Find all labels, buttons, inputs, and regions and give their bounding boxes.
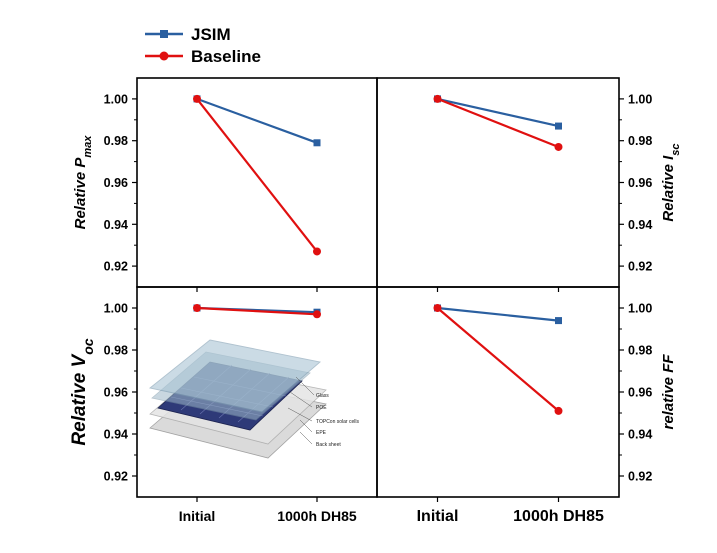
x-tick-label: Initial: [417, 508, 459, 525]
y-tick-label: 0.98: [104, 344, 128, 358]
y-tick-label: 0.96: [628, 386, 652, 400]
data-point: [193, 94, 201, 103]
data-point: [555, 317, 562, 325]
data-point: [313, 247, 321, 256]
series-line: [196, 97, 318, 144]
y-axis-label: Relative Isc: [660, 143, 682, 221]
data-point: [313, 310, 321, 319]
y-tick-label: 0.98: [628, 344, 652, 358]
legend-label-baseline: Baseline: [191, 47, 261, 66]
inset-label-glass: Glass: [316, 393, 329, 399]
y-axis-label: relative FF: [660, 354, 677, 430]
data-point: [554, 142, 563, 151]
series-jsim: [193, 95, 321, 147]
x-tick-label: Initial: [179, 508, 216, 524]
x-tick-label: 1000h DH85: [277, 508, 357, 524]
data-point: [313, 139, 321, 147]
panel-frame: [136, 77, 378, 288]
series-line: [436, 307, 560, 412]
legend-label-jsim: JSIM: [191, 25, 231, 44]
series-line: [437, 97, 559, 128]
panel-top-left: 0.92 0.94 0.96 0.98 1.00 Relative Pmax: [72, 77, 378, 292]
y-tick-label: 0.94: [628, 218, 652, 232]
y-tick-label: 0.92: [628, 260, 652, 274]
panel-bottom-right: 0.92 0.94 0.96 0.98 1.00 Initial 1000h DH85 rel…: [376, 286, 677, 525]
panel-bottom-left: 0.92 0.94 0.96 0.98 1.00 Initial 1000h DH85 Rel…: [69, 286, 378, 524]
y-tick-label: 0.92: [104, 470, 128, 484]
series-baseline: [433, 94, 563, 151]
y-tick-label: 0.94: [104, 428, 128, 442]
series-line: [196, 98, 318, 253]
layer-glass: [148, 339, 321, 413]
inset-label-cells: TOPCon solar cells: [316, 419, 359, 425]
y-tick-label: 0.94: [628, 428, 652, 442]
series-line: [437, 306, 559, 322]
data-point: [193, 304, 201, 312]
series-baseline: [193, 304, 321, 319]
y-tick-label: 1.00: [104, 302, 128, 316]
panel-frame: [376, 286, 620, 498]
y-tick-label: 0.96: [104, 386, 128, 400]
inset-label-back-sheet: Back sheet: [316, 442, 341, 448]
data-point: [433, 304, 442, 312]
y-axis-label: Relative Voc: [69, 338, 96, 445]
y-tick-label: 0.92: [628, 470, 652, 484]
y-tick-label: 1.00: [628, 92, 652, 106]
y-axis-label: Relative Pmax: [72, 135, 94, 230]
data-point: [433, 94, 442, 103]
x-tick-label: 1000h DH85: [513, 508, 604, 525]
inset-label-epe: EPE: [316, 430, 327, 436]
series-baseline: [193, 94, 321, 256]
panel-top-right: 0.92 0.94 0.96 0.98 1.00 Relative Isc: [376, 77, 682, 292]
y-tick-label: 0.94: [104, 218, 128, 232]
y-tick-label: 0.96: [104, 176, 128, 190]
inset-labels: Glass POE TOPCon solar cells EPE Back sh…: [287, 376, 359, 448]
legend: JSIM Baseline: [145, 25, 261, 66]
inset-label-poe: POE: [316, 405, 327, 411]
data-point: [555, 122, 562, 130]
data-point: [554, 406, 563, 415]
series-baseline: [433, 304, 563, 415]
y-tick-label: 0.98: [628, 134, 652, 148]
series-jsim: [434, 95, 562, 130]
legend-item-jsim: JSIM: [145, 25, 231, 44]
module-layers-inset: Glass POE TOPCon solar cells EPE Back sh…: [148, 339, 359, 459]
y-tick-label: 1.00: [628, 302, 652, 316]
legend-item-baseline: Baseline: [145, 47, 261, 66]
series-line: [437, 97, 559, 148]
y-tick-label: 0.92: [104, 260, 128, 274]
y-tick-label: 0.98: [104, 134, 128, 148]
series-line: [196, 306, 318, 316]
y-tick-label: 0.96: [628, 176, 652, 190]
y-tick-label: 1.00: [104, 92, 128, 106]
panel-frame: [376, 77, 620, 288]
